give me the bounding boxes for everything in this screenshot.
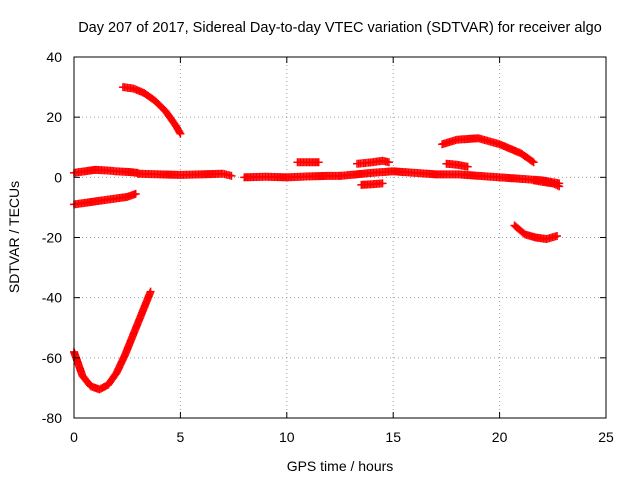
data-series [293,158,323,167]
y-axis-label: SDTVAR / TECUs [6,181,22,293]
y-tick-label: 40 [46,49,62,65]
x-axis-label: GPS time / hours [287,458,394,474]
data-point [227,171,236,180]
data-series [357,179,387,189]
y-tick-label: -60 [42,350,62,366]
data-point [553,231,562,240]
data-point [384,158,393,167]
data-points [70,83,564,394]
data-series [438,134,538,167]
data-point [314,158,323,167]
x-tick-label: 10 [279,429,295,445]
y-tick-label: 20 [46,109,62,125]
data-series [353,156,393,168]
data-point-fill [553,181,562,190]
axis-ticks: 0 5 10 15 20 25 -80 -60 -40 -20 0 20 40 [42,49,614,445]
data-point [378,179,387,188]
data-point [131,189,140,198]
x-tick-label: 25 [598,429,614,445]
data-series [240,171,344,182]
data-series [70,287,155,394]
data-series [442,159,472,171]
data-series [133,169,236,180]
y-tick-label: -80 [42,410,62,426]
data-series [529,176,564,191]
data-series [510,221,562,244]
data-point [529,158,538,167]
data-point [463,162,472,171]
data-series [70,189,140,209]
data-point [176,129,185,138]
x-tick-label: 20 [492,429,508,445]
y-tick-label: -40 [42,290,62,306]
x-tick-label: 0 [70,429,78,445]
data-series [70,165,142,177]
x-tick-label: 15 [385,429,401,445]
data-point-fill [175,128,184,137]
y-tick-label: -20 [42,230,62,246]
data-point [555,182,564,191]
data-series [118,83,185,138]
data-point [146,287,155,296]
y-tick-label: 0 [54,169,62,185]
x-tick-label: 5 [177,429,185,445]
chart-title: Day 207 of 2017, Sidereal Day-to-day VTE… [78,20,602,36]
data-point-fill [528,157,537,166]
